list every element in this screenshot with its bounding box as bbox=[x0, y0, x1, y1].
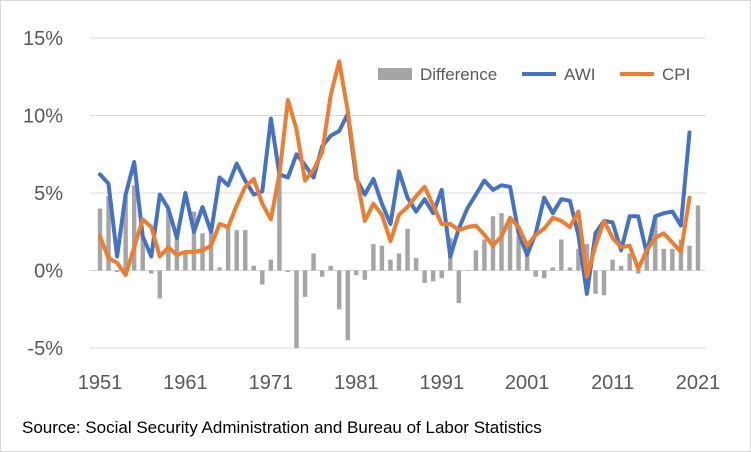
difference-bar bbox=[183, 253, 188, 271]
difference-bar bbox=[268, 259, 274, 271]
x-tick-label: 1981 bbox=[334, 372, 379, 394]
difference-bar bbox=[302, 270, 308, 297]
x-tick-label: 2011 bbox=[591, 372, 634, 394]
difference-bar bbox=[567, 267, 573, 271]
difference-bar bbox=[499, 213, 504, 271]
y-tick-label: 5% bbox=[34, 183, 63, 205]
difference-bar bbox=[106, 196, 111, 271]
x-tick-label: 1951 bbox=[78, 372, 123, 394]
difference-bar bbox=[670, 248, 675, 271]
difference-bar bbox=[593, 270, 598, 294]
awi-line bbox=[98, 111, 692, 296]
difference-bar bbox=[473, 250, 479, 271]
difference-bar bbox=[294, 270, 299, 348]
difference-bar bbox=[345, 270, 350, 341]
legend-label: AWI bbox=[564, 65, 595, 84]
difference-bar bbox=[627, 253, 632, 271]
source-note: Source: Social Security Administration a… bbox=[22, 418, 542, 437]
difference-bar bbox=[618, 265, 624, 271]
difference-bar bbox=[285, 270, 291, 273]
difference-bar bbox=[644, 250, 649, 271]
difference-bar bbox=[114, 270, 120, 273]
difference-bar bbox=[516, 236, 521, 271]
difference-bar bbox=[388, 259, 393, 271]
difference-bar bbox=[396, 253, 402, 271]
difference-bar bbox=[191, 211, 197, 271]
y-tick-label: -5% bbox=[27, 338, 63, 360]
x-axis-ticks: 1951 1961 1971 1981 1991 2001 2011 2021 bbox=[78, 372, 721, 394]
difference-bar bbox=[507, 217, 513, 271]
difference-bar bbox=[439, 270, 444, 279]
difference-bar bbox=[277, 169, 282, 271]
x-tick-label: 1991 bbox=[419, 372, 464, 394]
y-tick-label: 0% bbox=[34, 261, 63, 283]
x-tick-label: 2001 bbox=[505, 372, 550, 394]
difference-bar bbox=[251, 265, 256, 271]
x-tick-label: 1971 bbox=[249, 372, 294, 394]
difference-bar bbox=[149, 270, 154, 274]
difference-bar bbox=[140, 236, 145, 271]
difference-bar bbox=[362, 270, 368, 280]
difference-bar bbox=[208, 227, 214, 271]
gridlines bbox=[90, 37, 706, 349]
difference-bar bbox=[687, 245, 692, 271]
difference-bar bbox=[584, 244, 590, 271]
series-lines bbox=[98, 59, 692, 296]
difference-bar bbox=[174, 233, 180, 271]
difference-bar bbox=[166, 208, 171, 271]
difference-bar bbox=[533, 270, 538, 277]
difference-bar bbox=[234, 230, 239, 271]
legend: Difference AWI CPI bbox=[378, 65, 690, 84]
difference-bar bbox=[576, 248, 581, 271]
cpi-line bbox=[98, 59, 692, 279]
difference-bar bbox=[371, 244, 376, 271]
x-tick-label: 1961 bbox=[163, 372, 208, 394]
difference-bar bbox=[661, 248, 667, 271]
x-tick-label: 2021 bbox=[676, 372, 721, 394]
difference-bar bbox=[123, 196, 128, 271]
y-axis-ticks: 15% 10% 5% 0% -5% bbox=[23, 28, 63, 360]
difference-bar bbox=[319, 270, 325, 277]
legend-label: Difference bbox=[420, 65, 497, 84]
difference-bar bbox=[131, 185, 137, 271]
difference-bar bbox=[601, 270, 607, 296]
difference-bar bbox=[678, 239, 684, 271]
difference-bar bbox=[311, 253, 316, 271]
difference-bar bbox=[422, 270, 427, 283]
difference-bar bbox=[695, 205, 701, 271]
difference-bar bbox=[456, 270, 462, 304]
difference-bar bbox=[243, 230, 248, 271]
difference-bar bbox=[260, 270, 265, 285]
difference-bar bbox=[413, 258, 419, 271]
difference-bar bbox=[653, 217, 658, 271]
legend-swatch-difference bbox=[378, 68, 412, 80]
difference-bar bbox=[542, 270, 547, 279]
difference-bar bbox=[559, 239, 564, 271]
y-tick-label: 10% bbox=[23, 106, 63, 128]
difference-bar bbox=[482, 239, 487, 271]
difference-bar bbox=[635, 270, 641, 274]
difference-bar bbox=[550, 267, 555, 271]
difference-bar bbox=[336, 270, 342, 310]
difference-bar bbox=[217, 267, 222, 271]
difference-bar bbox=[405, 228, 410, 271]
difference-bar bbox=[328, 265, 333, 271]
difference-bar bbox=[430, 270, 436, 282]
difference-bar bbox=[157, 270, 163, 299]
y-tick-label: 15% bbox=[23, 28, 63, 50]
difference-bar bbox=[465, 270, 470, 271]
difference-bar bbox=[354, 270, 359, 276]
difference-bar bbox=[379, 245, 385, 271]
difference-bar bbox=[610, 259, 615, 271]
difference-bar bbox=[225, 227, 231, 271]
legend-label: CPI bbox=[662, 65, 690, 84]
